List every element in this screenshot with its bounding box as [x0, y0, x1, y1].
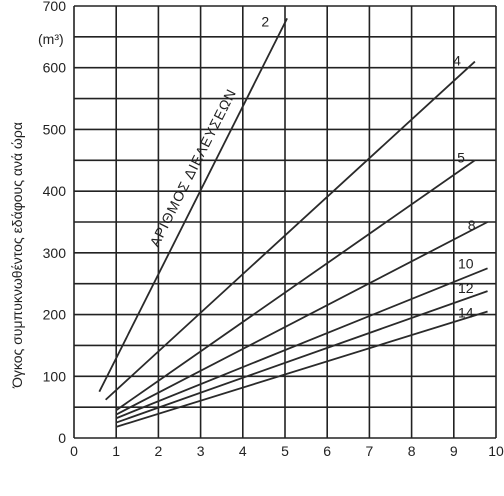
- x-tick-label: 5: [281, 443, 289, 459]
- x-tick-label: 7: [366, 443, 374, 459]
- series-label-10: 10: [458, 255, 474, 271]
- series-label-8: 8: [468, 217, 476, 233]
- series-label-14: 14: [458, 304, 474, 320]
- x-tick-label: 4: [239, 443, 247, 459]
- series-label-4: 4: [453, 53, 461, 69]
- passes-annotation: ΑΡΙΘΜΟΣ ΔΙΕΛΕΥΣΕΩΝ: [146, 86, 239, 249]
- series-line-2: [98, 17, 288, 393]
- series-line-14: [115, 310, 488, 428]
- y-unit-label: (m³): [38, 31, 64, 47]
- x-tick-label: 0: [70, 443, 78, 459]
- y-tick-label: 300: [43, 245, 67, 261]
- series-labels: 2 4 5 8 10 12 14: [261, 13, 475, 320]
- x-tick-label: 1: [112, 443, 120, 459]
- series-label-2: 2: [261, 13, 269, 29]
- x-tick-label: 9: [450, 443, 458, 459]
- x-tick-label: 6: [323, 443, 331, 459]
- series-line-10: [115, 267, 488, 420]
- x-tick-label: 2: [155, 443, 163, 459]
- series-line-12: [115, 290, 488, 424]
- series-label-5: 5: [457, 149, 465, 165]
- series-line-5: [115, 159, 476, 411]
- y-tick-label: 100: [43, 368, 67, 384]
- series-line-8: [115, 221, 488, 416]
- grid: [73, 5, 497, 439]
- y-tick-label: 200: [43, 307, 67, 323]
- series-lines: [98, 17, 488, 428]
- y-tick-label: 0: [58, 430, 66, 446]
- x-tick-label: 10: [488, 443, 504, 459]
- y-tick-label: 400: [43, 183, 67, 199]
- y-tick-label: 500: [43, 121, 67, 137]
- x-tick-label: 8: [408, 443, 416, 459]
- series-line-4: [105, 60, 476, 401]
- y-tick-label: 700: [43, 0, 67, 14]
- series-label-12: 12: [458, 280, 474, 296]
- y-tick-label: 600: [43, 60, 67, 76]
- x-tick-label: 3: [197, 443, 205, 459]
- y-axis-label: Όγκος συμπυκνωθέντος εδάφους ανά ώρα: [9, 122, 25, 389]
